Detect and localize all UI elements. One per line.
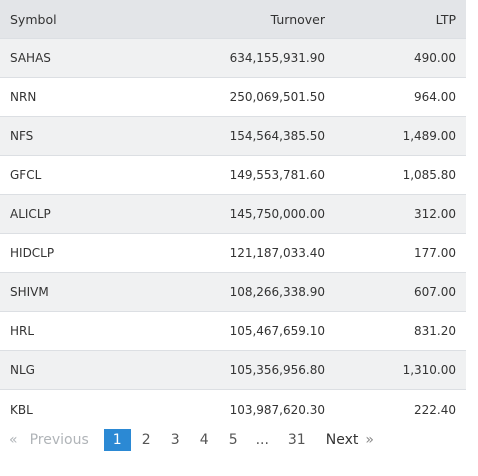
cell-symbol: SHIVM bbox=[10, 285, 49, 299]
cell-turnover: 634,155,931.90 bbox=[229, 51, 325, 65]
page-link-last[interactable]: 31 bbox=[287, 432, 306, 448]
cell-ltp: 1,085.80 bbox=[402, 168, 456, 182]
cell-turnover: 145,750,000.00 bbox=[229, 207, 325, 221]
next-label: Next bbox=[325, 432, 359, 448]
cell-turnover: 103,987,620.30 bbox=[229, 402, 325, 417]
table-row: SAHAS 634,155,931.90 490.00 bbox=[0, 39, 466, 78]
previous-label: Previous bbox=[29, 432, 89, 448]
cell-ltp: 312.00 bbox=[414, 207, 456, 221]
table-row: NLG 105,356,956.80 1,310.00 bbox=[0, 351, 466, 390]
header-turnover[interactable]: Turnover bbox=[270, 11, 325, 27]
page-link-1[interactable]: 1 bbox=[103, 429, 131, 451]
cell-turnover: 105,356,956.80 bbox=[229, 363, 325, 377]
cell-turnover: 105,467,659.10 bbox=[229, 324, 325, 338]
cell-ltp: 1,310.00 bbox=[402, 363, 456, 377]
cell-ltp: 1,489.00 bbox=[402, 129, 456, 143]
table-row: HRL 105,467,659.10 831.20 bbox=[0, 312, 466, 351]
cell-ltp: 964.00 bbox=[414, 90, 456, 104]
double-chevron-right-icon: » bbox=[365, 432, 374, 448]
table-row: KBL 103,987,620.30 222.40 bbox=[0, 390, 466, 429]
cell-symbol: NFS bbox=[10, 129, 34, 143]
pagination-ellipsis: ... bbox=[255, 432, 269, 448]
cell-ltp: 222.40 bbox=[414, 402, 456, 417]
page-link-4[interactable]: 4 bbox=[199, 432, 209, 448]
cell-turnover: 121,187,033.40 bbox=[229, 246, 325, 260]
table-row: NRN 250,069,501.50 964.00 bbox=[0, 78, 466, 117]
double-chevron-left-icon: « bbox=[9, 432, 18, 448]
cell-turnover: 149,553,781.60 bbox=[229, 168, 325, 182]
cell-symbol: ALICLP bbox=[10, 207, 51, 221]
pagination: « Previous 1 2 3 4 5 ... 31 Next » bbox=[0, 428, 478, 452]
cell-ltp: 490.00 bbox=[414, 51, 456, 65]
turnover-table: Symbol Turnover LTP SAHAS 634,155,931.90… bbox=[0, 0, 466, 429]
header-symbol[interactable]: Symbol bbox=[10, 11, 57, 27]
cell-symbol: HRL bbox=[10, 324, 35, 338]
previous-button[interactable]: « Previous bbox=[0, 432, 89, 448]
cell-ltp: 831.20 bbox=[414, 324, 456, 338]
table-row: SHIVM 108,266,338.90 607.00 bbox=[0, 273, 466, 312]
cell-symbol: SAHAS bbox=[10, 51, 51, 65]
table-row: ALICLP 145,750,000.00 312.00 bbox=[0, 195, 466, 234]
table-row: HIDCLP 121,187,033.40 177.00 bbox=[0, 234, 466, 273]
next-button[interactable]: Next » bbox=[326, 432, 374, 448]
cell-symbol: NLG bbox=[10, 363, 35, 377]
cell-symbol: KBL bbox=[10, 402, 33, 417]
cell-turnover: 250,069,501.50 bbox=[229, 90, 325, 104]
header-ltp[interactable]: LTP bbox=[435, 11, 456, 27]
page-link-2[interactable]: 2 bbox=[141, 432, 151, 448]
cell-symbol: NRN bbox=[10, 90, 37, 104]
table-header: Symbol Turnover LTP bbox=[0, 0, 466, 39]
page-link-3[interactable]: 3 bbox=[170, 432, 180, 448]
table-row: GFCL 149,553,781.60 1,085.80 bbox=[0, 156, 466, 195]
cell-ltp: 177.00 bbox=[414, 246, 456, 260]
cell-symbol: GFCL bbox=[10, 168, 42, 182]
cell-symbol: HIDCLP bbox=[10, 246, 55, 260]
cell-turnover: 108,266,338.90 bbox=[229, 285, 325, 299]
cell-ltp: 607.00 bbox=[414, 285, 456, 299]
table-row: NFS 154,564,385.50 1,489.00 bbox=[0, 117, 466, 156]
page-link-5[interactable]: 5 bbox=[228, 432, 238, 448]
cell-turnover: 154,564,385.50 bbox=[229, 129, 325, 143]
